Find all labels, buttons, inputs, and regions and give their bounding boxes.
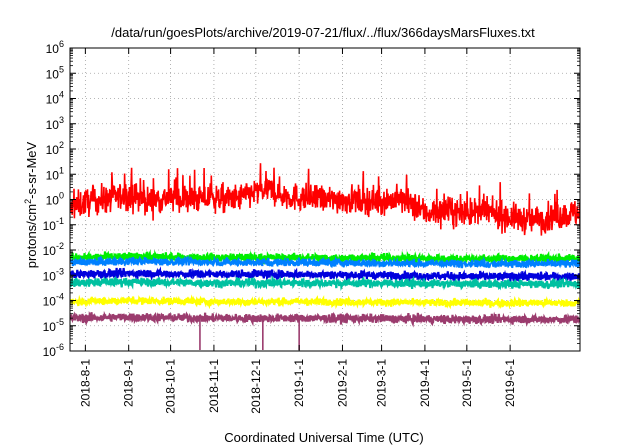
x-tick-label: 2018-8-1 [78,359,92,407]
y-tick-label: 106 [46,39,64,56]
axes [69,47,581,352]
series-7-line [70,310,580,328]
x-tick-label: 2019-6-1 [503,359,517,407]
x-tick-label: 2019-3-1 [375,359,389,407]
series-3-line [70,261,580,277]
y-tick-labels: 10-6 10-5 10-4 10-3 10-2 10-1 100 101 102 103 104 1… [43,39,64,359]
y-axis-label: protons/cm2-s-sr-MeV [23,141,39,268]
x-tick-label: 2018-10-1 [164,359,178,414]
y-tick-label: 10-1 [43,216,64,233]
y-tick-label: 10-5 [43,317,64,334]
x-tick-label: 2018-12-1 [249,359,263,414]
y-tick-label: 102 [46,140,64,157]
x-tick-label: 2019-2-1 [335,359,349,407]
x-axis-label: Coordinated Universal Time (UTC) [224,430,423,445]
plot-area [70,163,580,350]
y-tick-label: 105 [46,64,64,81]
x-tick-label: 2018-9-1 [122,359,136,407]
y-tick-label: 101 [46,165,64,182]
x-tick-label: 2019-5-1 [460,359,474,407]
x-tick-label: 2018-11-1 [207,359,221,413]
series-4-line [70,266,580,283]
series-6-line [70,294,580,310]
y-tick-label: 10-3 [43,266,64,283]
series-2-line [70,255,580,271]
y-tick-label: 100 [46,191,64,208]
series-5-line [70,274,580,292]
y-tick-label: 10-4 [43,292,64,309]
x-tick-label: 2019-1-1 [292,359,306,407]
x-tick-label: 2019-4-1 [418,359,432,407]
y-tick-label: 10-6 [43,342,64,359]
chart-title: /data/run/goesPlots/archive/2019-07-21/f… [111,25,535,40]
x-tick-labels: 2018-8-1 2018-9-1 2018-10-1 2018-11-1 2018-1… [78,359,517,414]
y-tick-label: 10-2 [43,241,64,258]
series-0-line [70,163,580,236]
y-tick-label: 103 [46,115,64,132]
y-tick-label: 104 [46,90,64,107]
